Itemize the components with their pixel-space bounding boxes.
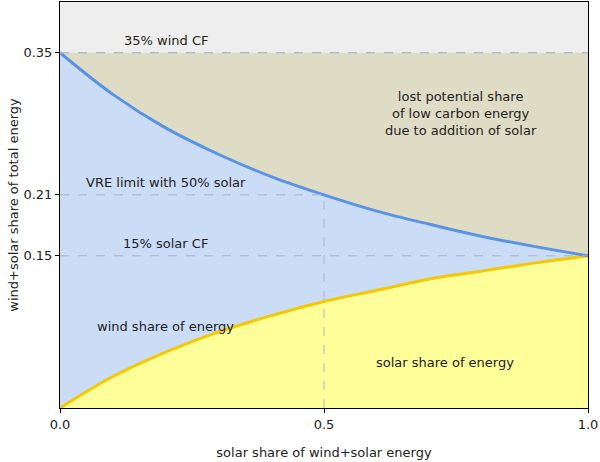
svg-text:solar share of wind+solar ener: solar share of wind+solar energy [216, 445, 432, 460]
svg-text:35% wind CF: 35% wind CF [124, 33, 208, 48]
svg-text:solar share of energy: solar share of energy [376, 355, 514, 370]
svg-text:wind share of energy: wind share of energy [97, 319, 234, 334]
svg-text:1.0: 1.0 [578, 417, 599, 432]
svg-text:0.21: 0.21 [23, 187, 52, 202]
svg-text:15% solar CF: 15% solar CF [123, 236, 208, 251]
svg-text:0.0: 0.0 [50, 417, 71, 432]
svg-text:0.5: 0.5 [314, 417, 335, 432]
svg-text:0.15: 0.15 [23, 248, 52, 263]
svg-text:VRE limit with 50% solar: VRE limit with 50% solar [86, 175, 246, 190]
svg-text:0.35: 0.35 [23, 45, 52, 60]
svg-text:lost potential shareof low car: lost potential shareof low carbon energy… [385, 89, 537, 138]
svg-text:wind+solar share of total ener: wind+solar share of total energy [6, 98, 21, 312]
